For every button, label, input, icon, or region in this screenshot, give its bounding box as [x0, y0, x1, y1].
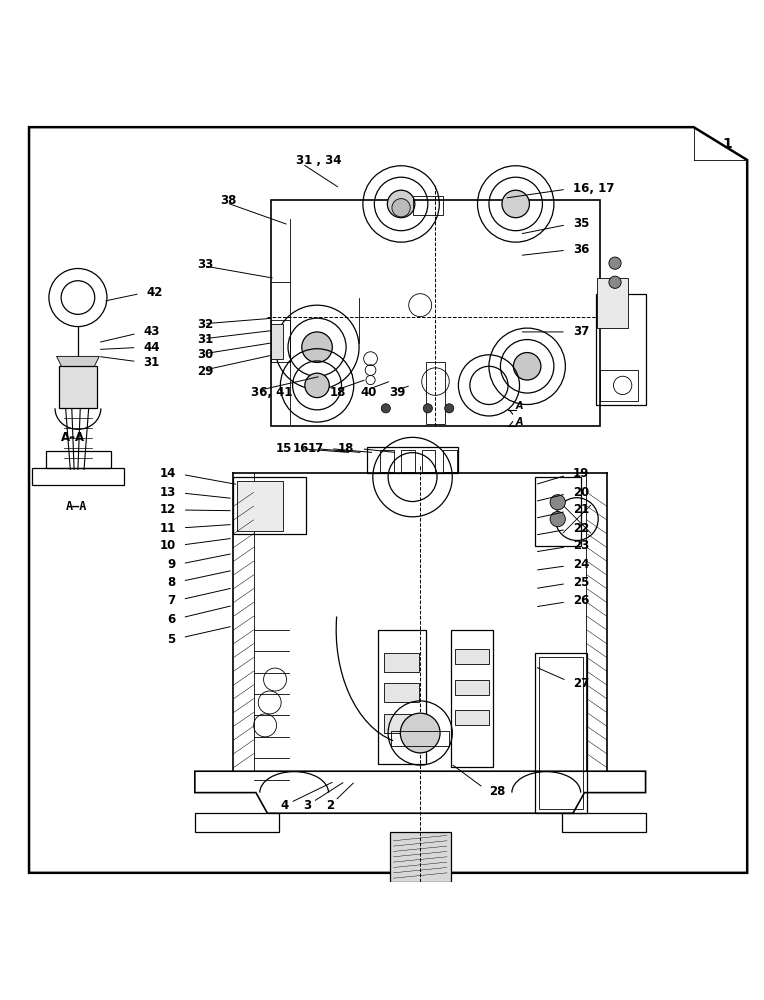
Polygon shape — [57, 356, 99, 369]
Text: 16, 17: 16, 17 — [573, 182, 614, 195]
Text: 8: 8 — [167, 576, 176, 589]
Bar — [455, 649, 489, 664]
Circle shape — [302, 332, 332, 362]
Text: 6: 6 — [167, 613, 176, 626]
Bar — [401, 450, 415, 472]
Bar — [391, 731, 449, 746]
Circle shape — [387, 190, 415, 218]
Text: 11: 11 — [160, 522, 176, 535]
Bar — [384, 683, 419, 702]
Bar — [390, 832, 451, 882]
Text: A: A — [516, 417, 523, 427]
Text: A: A — [516, 401, 523, 411]
Text: 4: 4 — [280, 799, 288, 812]
Text: 14: 14 — [160, 467, 176, 480]
Text: 30: 30 — [197, 348, 213, 361]
Circle shape — [392, 199, 410, 217]
Bar — [455, 710, 489, 725]
Text: 28: 28 — [489, 785, 505, 798]
Text: 29: 29 — [197, 365, 213, 378]
Text: A–A: A–A — [60, 431, 85, 444]
Bar — [271, 200, 600, 426]
Text: 20: 20 — [573, 486, 589, 499]
Bar — [426, 362, 445, 424]
Bar — [384, 653, 419, 672]
Text: 39: 39 — [390, 386, 406, 399]
Text: 44: 44 — [144, 341, 160, 354]
Text: 22: 22 — [573, 522, 589, 535]
Text: 18: 18 — [330, 386, 346, 399]
Bar — [271, 320, 290, 362]
Circle shape — [550, 495, 565, 510]
Bar — [384, 714, 419, 733]
Text: 9: 9 — [167, 558, 176, 571]
Bar — [378, 630, 426, 764]
Text: 26: 26 — [573, 594, 589, 607]
Text: 3: 3 — [303, 799, 311, 812]
Text: 31 , 34: 31 , 34 — [296, 154, 342, 167]
Text: 24: 24 — [573, 558, 589, 571]
Text: 5: 5 — [167, 633, 176, 646]
Text: 17: 17 — [308, 442, 324, 455]
Text: 31: 31 — [197, 333, 213, 346]
Bar — [451, 630, 493, 767]
Bar — [46, 451, 111, 468]
Bar — [233, 477, 306, 534]
Circle shape — [502, 190, 529, 218]
Text: 31: 31 — [144, 356, 160, 369]
Bar — [535, 477, 581, 546]
Text: 42: 42 — [147, 286, 163, 299]
Bar — [562, 813, 646, 832]
Bar — [535, 653, 587, 813]
Bar — [443, 450, 457, 472]
Text: 18: 18 — [338, 442, 354, 455]
Circle shape — [550, 511, 565, 527]
Bar — [367, 447, 458, 473]
Text: 19: 19 — [573, 467, 589, 480]
Bar — [271, 324, 283, 359]
Text: 1: 1 — [723, 137, 732, 151]
Text: 2: 2 — [326, 799, 334, 812]
Bar — [596, 294, 646, 404]
Text: 32: 32 — [197, 318, 213, 331]
Circle shape — [609, 257, 621, 269]
Text: 21: 21 — [573, 503, 589, 516]
Text: 33: 33 — [197, 258, 213, 271]
Text: 38: 38 — [220, 194, 236, 207]
Text: 27: 27 — [573, 677, 589, 690]
Text: 37: 37 — [573, 325, 589, 338]
Text: 36, 41: 36, 41 — [251, 386, 292, 399]
Text: 10: 10 — [160, 539, 176, 552]
Bar — [597, 278, 628, 328]
Bar — [539, 657, 583, 809]
Bar — [422, 450, 435, 472]
Text: 36: 36 — [573, 243, 589, 256]
Circle shape — [513, 353, 541, 380]
Text: 13: 13 — [160, 486, 176, 499]
Bar — [455, 680, 489, 695]
Text: 25: 25 — [573, 576, 589, 589]
Text: 16: 16 — [293, 442, 309, 455]
Circle shape — [609, 276, 621, 288]
Text: 40: 40 — [361, 386, 377, 399]
Bar — [600, 370, 638, 401]
Text: 23: 23 — [573, 539, 589, 552]
Text: A–A: A–A — [66, 500, 87, 513]
Text: 35: 35 — [573, 217, 589, 230]
Text: 43: 43 — [144, 325, 160, 338]
Circle shape — [400, 713, 440, 753]
Text: 15: 15 — [276, 442, 292, 455]
Bar — [380, 450, 394, 472]
Bar — [237, 481, 283, 531]
Bar — [413, 196, 443, 215]
Text: 7: 7 — [167, 594, 176, 607]
Circle shape — [445, 404, 454, 413]
Circle shape — [423, 404, 432, 413]
Circle shape — [381, 404, 390, 413]
Bar — [59, 366, 97, 408]
Circle shape — [305, 373, 329, 398]
Text: 12: 12 — [160, 503, 176, 516]
Bar — [195, 813, 279, 832]
Bar — [32, 468, 124, 485]
